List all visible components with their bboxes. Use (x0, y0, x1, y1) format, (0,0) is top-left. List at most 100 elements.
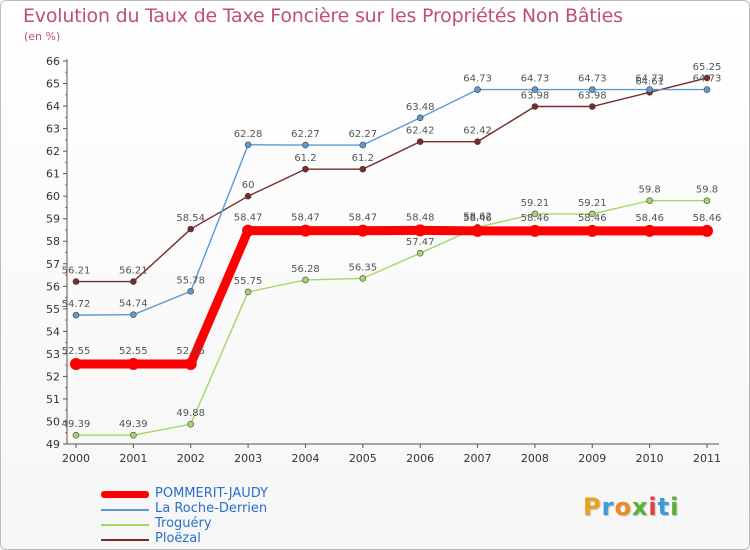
data-point (531, 103, 539, 110)
data-point (703, 197, 711, 204)
data-label: 64.73 (578, 74, 607, 85)
legend-item-troguery[interactable]: Troguéry (101, 517, 361, 532)
data-label: 62.27 (348, 129, 377, 140)
data-label: 59.21 (578, 198, 607, 209)
data-point (187, 287, 195, 295)
y-tick-label: 62 (46, 145, 60, 158)
legend-swatch (101, 509, 149, 511)
data-point (474, 86, 481, 93)
data-label: 59.21 (521, 198, 550, 209)
chart-legend: POMMERIT-JAUDY La Roche-Derrien Troguéry… (101, 487, 361, 547)
data-point (416, 249, 424, 257)
y-tick-label: 58 (46, 235, 60, 248)
data-point (586, 224, 599, 237)
logo-letter: i (670, 493, 680, 521)
x-tick-label: 2004 (291, 452, 319, 465)
y-tick-label: 59 (46, 213, 60, 226)
data-label: 58.46 (693, 213, 722, 224)
y-tick-label: 54 (46, 325, 60, 338)
data-point (244, 288, 252, 296)
data-label: 58.46 (635, 213, 664, 224)
logo-letter: P (583, 493, 602, 521)
y-tick-label: 64 (46, 100, 60, 113)
data-point (643, 224, 656, 237)
legend-item-pommerit-jaudy[interactable]: POMMERIT-JAUDY (101, 487, 361, 502)
data-point (646, 86, 653, 93)
data-point (184, 358, 197, 371)
data-point (703, 86, 711, 93)
data-point (701, 224, 713, 237)
y-tick-label: 51 (46, 393, 60, 406)
y-tick-label: 50 (46, 415, 60, 428)
data-label: 52.55 (119, 346, 148, 357)
series-line (75, 88, 708, 316)
data-label: 56.35 (348, 262, 377, 273)
legend-item-ploezal[interactable]: Ploëzal (101, 532, 361, 547)
legend-swatch (101, 539, 149, 541)
data-label: 59.8 (696, 185, 718, 196)
data-point (588, 210, 596, 218)
legend-swatch (101, 524, 149, 526)
data-point (244, 141, 252, 149)
chart-data-labels: 56.21 56.21 58.54 60 61.2 61.2 62.42 62.42 63.98… (62, 62, 722, 430)
x-tick-label: 2005 (349, 452, 377, 465)
data-point (72, 431, 80, 439)
data-point (356, 224, 369, 237)
data-label: 58.46 (521, 213, 550, 224)
data-label: 59.8 (639, 185, 661, 196)
y-tick-label: 57 (46, 258, 60, 271)
data-point (130, 278, 137, 285)
data-label: 61.2 (352, 153, 374, 164)
data-point (242, 224, 255, 237)
data-label: 58.46 (578, 213, 607, 224)
data-point (359, 141, 367, 149)
data-label: 63.48 (406, 102, 435, 113)
data-label: 58.62 (463, 211, 492, 222)
data-label: 49.88 (176, 408, 205, 419)
x-tick-label: 2011 (693, 452, 721, 465)
data-point (528, 224, 541, 237)
x-tick-label: 2002 (177, 452, 205, 465)
data-point (130, 311, 137, 318)
y-tick-label: 49 (46, 438, 60, 451)
legend-label: Ploëzal (155, 531, 201, 546)
data-label: 58.46 (463, 213, 492, 224)
logo-letter: r (601, 493, 615, 521)
data-label: 54.74 (119, 299, 148, 310)
data-label: 64.73 (693, 74, 722, 85)
chart-unit-label: (en %) (24, 30, 61, 43)
y-tick-label: 52 (46, 370, 60, 383)
data-label: 49.39 (62, 419, 91, 430)
logo-letter: o (614, 493, 632, 521)
data-label: 56.21 (62, 266, 91, 277)
data-label: 54.72 (62, 299, 91, 310)
data-label: 65.25 (693, 62, 722, 73)
data-label: 56.21 (119, 266, 148, 277)
legend-swatch (101, 491, 149, 498)
data-label: 64.61 (635, 76, 664, 87)
data-point (299, 224, 312, 237)
data-point (471, 224, 484, 237)
data-label: 64.73 (463, 74, 492, 85)
data-label: 63.98 (578, 91, 607, 102)
x-tick-label: 2006 (406, 452, 434, 465)
series-line (71, 225, 712, 369)
data-label: 62.42 (406, 126, 435, 137)
data-point (359, 165, 367, 173)
data-point (588, 103, 596, 110)
data-label: 55.75 (234, 276, 263, 287)
legend-item-la-roche-derrien[interactable]: La Roche-Derrien (101, 502, 361, 517)
x-tick-label: 2001 (119, 452, 147, 465)
y-tick-label: 61 (46, 168, 60, 181)
data-label: 56.28 (291, 264, 320, 275)
data-label: 64.73 (521, 74, 550, 85)
y-tick-label: 66 (46, 55, 60, 68)
data-point (302, 165, 309, 173)
data-point (416, 114, 424, 122)
data-point (70, 358, 82, 371)
x-tick-label: 2007 (464, 452, 492, 465)
x-tick-label: 2010 (636, 452, 664, 465)
data-label: 62.28 (234, 129, 263, 140)
